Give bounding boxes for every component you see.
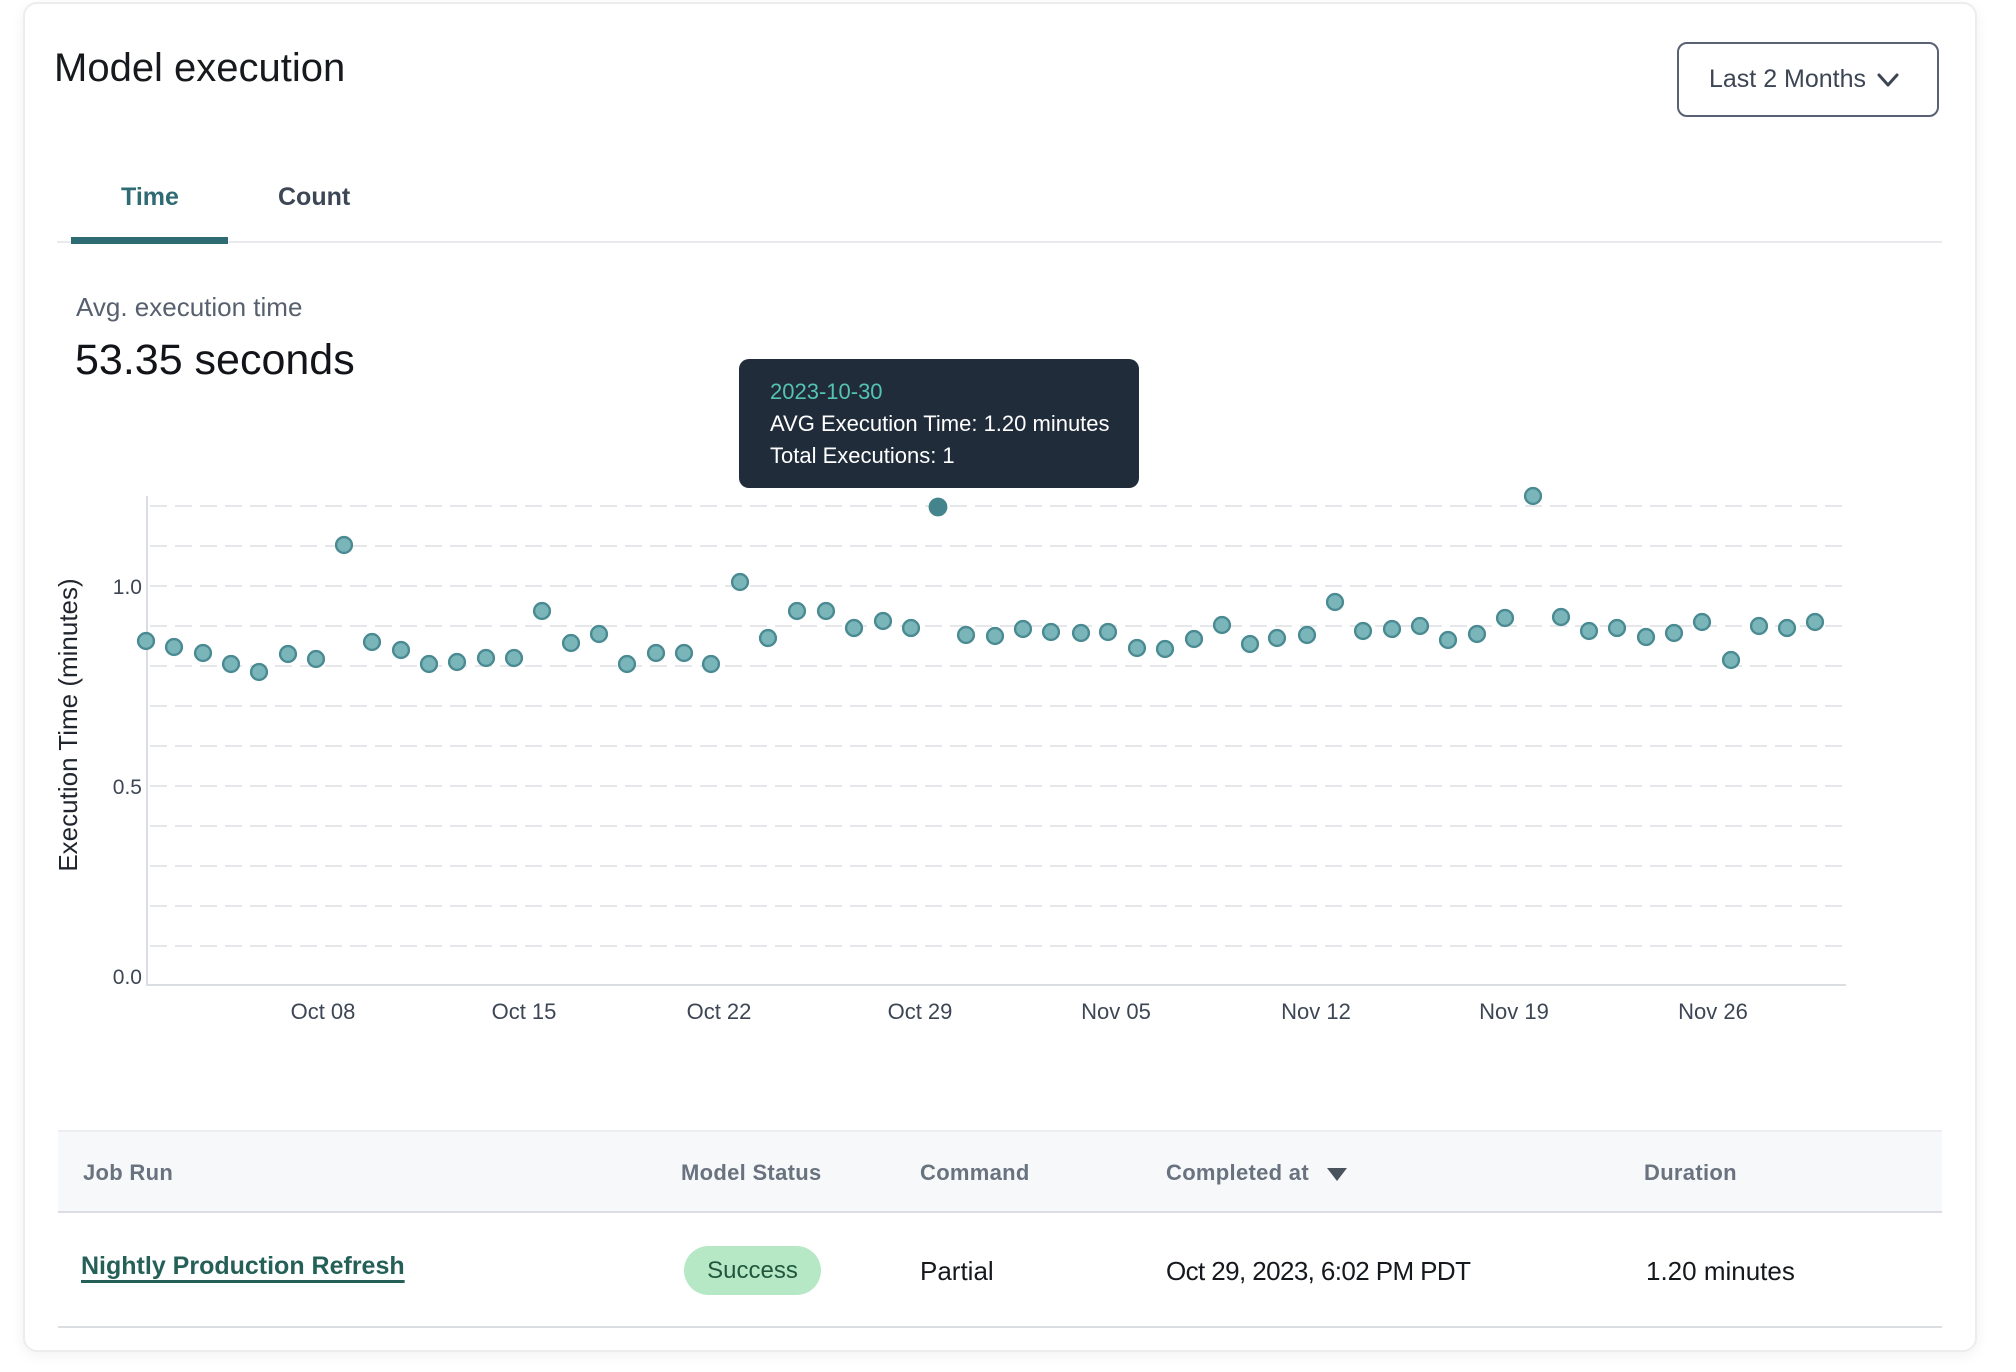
svg-text:Nov 19: Nov 19 <box>1479 999 1549 1024</box>
svg-text:Oct 22: Oct 22 <box>687 999 752 1024</box>
svg-text:Nov 26: Nov 26 <box>1678 999 1748 1024</box>
svg-text:Oct 15: Oct 15 <box>492 999 557 1024</box>
svg-text:Oct 29: Oct 29 <box>888 999 953 1024</box>
svg-text:Nov 05: Nov 05 <box>1081 999 1151 1024</box>
svg-text:0.0: 0.0 <box>113 966 142 989</box>
svg-text:Execution Time (minutes): Execution Time (minutes) <box>53 578 83 871</box>
svg-text:Nov 12: Nov 12 <box>1281 999 1351 1024</box>
svg-text:1.0: 1.0 <box>113 576 142 599</box>
svg-text:0.5: 0.5 <box>113 776 142 799</box>
svg-text:Oct 08: Oct 08 <box>291 999 356 1024</box>
